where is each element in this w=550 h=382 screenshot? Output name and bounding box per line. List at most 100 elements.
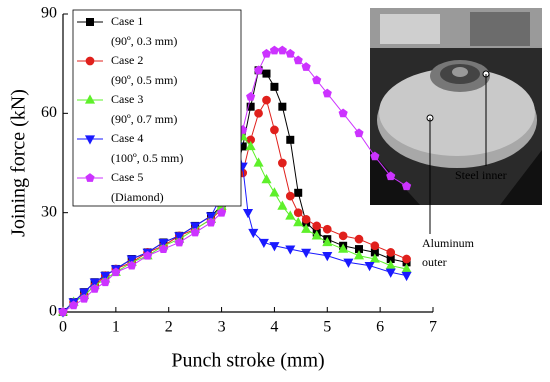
marker [278,158,287,168]
marker [285,245,296,255]
marker [158,244,169,253]
marker [277,200,288,210]
x-tick-label: 1 [112,319,120,336]
marker [270,125,279,135]
legend-marker [86,18,94,26]
marker [269,242,280,252]
y-axis-title: Joining force (kN) [8,89,30,237]
legend-detail: (90º, 0.5 mm) [111,73,177,87]
marker [248,228,259,239]
legend-label: Case 1 [111,14,143,28]
marker [111,267,121,277]
marker [301,248,312,258]
marker [127,260,137,270]
marker [216,207,227,217]
marker [261,48,272,58]
marker [322,224,332,234]
marker [364,261,375,272]
x-tick-label: 3 [218,319,226,336]
marker [90,284,100,293]
marker [68,300,79,310]
marker [286,135,295,144]
marker [258,238,269,249]
marker [261,173,272,184]
marker [278,102,287,111]
marker [58,307,68,316]
legend-detail: (100º, 0.5 mm) [111,151,183,165]
marker [190,222,201,232]
marker [190,227,200,237]
marker [353,250,365,260]
marker [294,188,303,197]
marker [262,69,271,78]
legend-marker [84,94,96,104]
x-tick-label: 0 [59,319,67,336]
marker [205,212,217,222]
marker [242,209,254,219]
x-axis-title: Punch stroke (mm) [171,350,324,372]
marker [386,248,396,257]
marker [270,82,279,91]
marker [322,236,333,247]
annotation: Aluminum [422,236,475,250]
marker [158,238,169,249]
marker [285,48,295,58]
marker [401,271,412,282]
legend-label: Case 3 [111,92,143,106]
marker [322,88,332,98]
legend-label: Case 5 [111,170,143,184]
y-tick-label: 60 [41,104,57,121]
marker [269,187,280,197]
marker [338,231,348,241]
marker [277,45,287,55]
x-tick-label: 6 [376,319,384,336]
marker [79,288,90,298]
x-tick-label: 4 [270,319,278,336]
marker [126,255,137,265]
marker [269,45,280,55]
marker [401,181,412,191]
marker [370,241,380,251]
x-tick-label: 7 [429,319,437,336]
marker [338,108,348,118]
legend-box [72,9,242,207]
marker [262,95,271,105]
marker [301,214,311,224]
legend-marker [85,173,95,182]
marker [354,128,364,138]
marker [206,217,216,227]
marker [100,271,111,282]
legend-marker [84,135,96,145]
legend-label: Case 4 [111,131,143,145]
marker [311,230,322,240]
marker [246,91,256,101]
legend: Case 1 (90º, 0.3 mm) Case 2 (90º, 0.5 mm) Ca… [72,9,242,207]
marker [245,140,256,151]
marker [370,151,380,161]
inset-photo [370,8,542,205]
marker [285,191,295,201]
marker [338,243,349,253]
annotation: Steel inner [455,168,507,182]
marker [142,250,153,260]
marker [293,55,303,65]
marker [312,221,322,231]
y-tick-label: 90 [41,5,57,22]
marker [293,208,303,218]
marker [253,65,264,75]
marker [386,171,396,181]
legend-label: Case 2 [111,53,143,67]
annotation: outer [422,255,447,269]
legend-marker [85,56,95,66]
marker [369,253,380,263]
y-tick-label: 30 [41,203,57,220]
y-tick-label: 0 [49,303,57,320]
marker [174,232,185,242]
marker [293,217,304,227]
marker [89,278,100,288]
marker [402,254,411,264]
marker [100,277,110,287]
marker [301,223,312,233]
marker [354,234,364,244]
